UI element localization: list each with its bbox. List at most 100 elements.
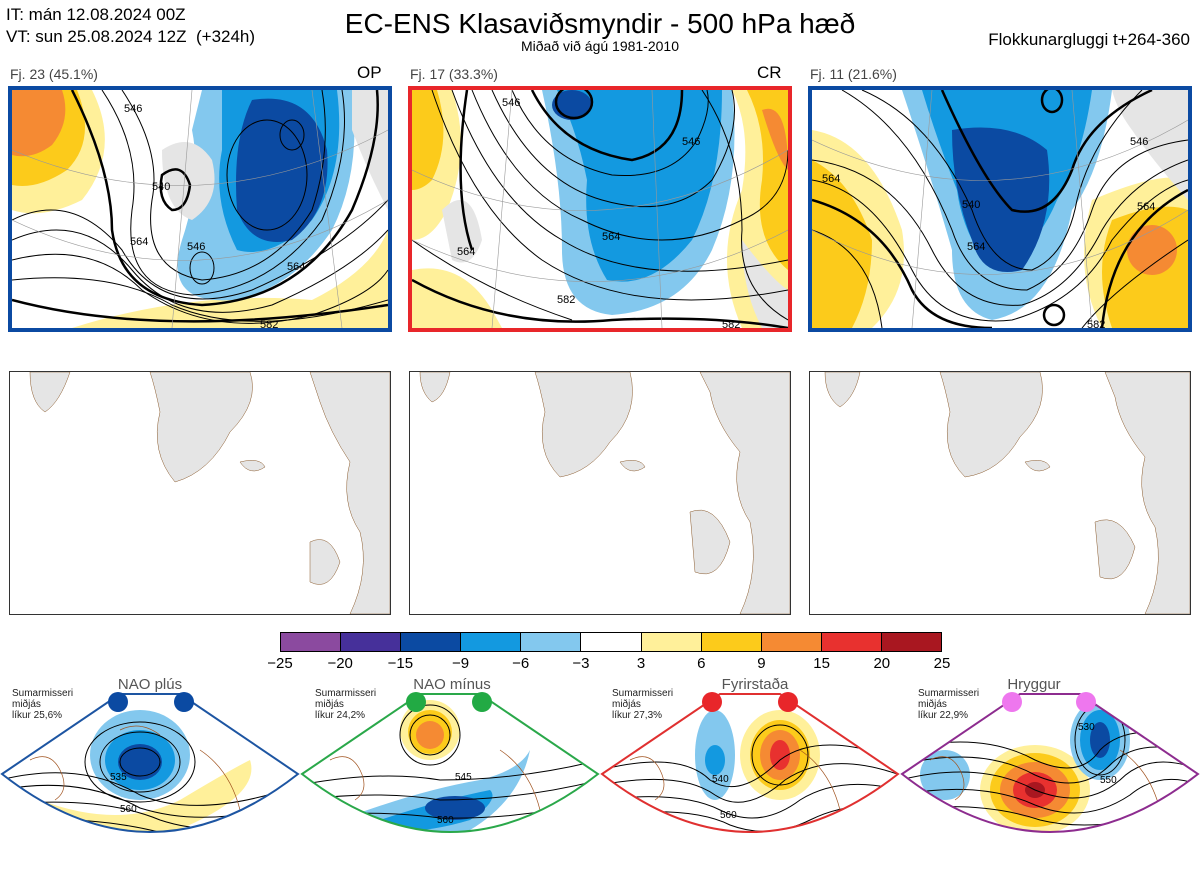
regime-3-dot bbox=[778, 692, 798, 712]
regime-4-title: Hryggur bbox=[1007, 676, 1061, 693]
regime-1-note: Sumarmisseri miðjás líkur 25,6% bbox=[12, 688, 73, 721]
regime-3-title: Fyrirstaða bbox=[721, 676, 789, 693]
note-line: líkur 24,2% bbox=[315, 710, 366, 721]
empty-map-3 bbox=[809, 371, 1191, 615]
contour-label: 564 bbox=[967, 241, 985, 253]
empty-map-1 bbox=[9, 371, 391, 615]
contour-label: 546 bbox=[1130, 136, 1148, 148]
colorbar-tick-label: −20 bbox=[327, 655, 353, 672]
contour-label: 564 bbox=[1137, 201, 1155, 213]
note-line: líkur 27,3% bbox=[612, 710, 663, 721]
contour-label: 582 bbox=[1087, 319, 1105, 328]
colorbar-tick-label: −9 bbox=[451, 655, 470, 672]
page-title: EC-ENS Klasaviðsmyndir - 500 hPa hæð bbox=[344, 8, 856, 39]
note-line: miðjás bbox=[612, 699, 641, 710]
note-line: Sumarmisseri bbox=[612, 688, 674, 699]
regime-1-dot bbox=[108, 692, 128, 712]
page-subtitle: Miðað við ágú 1981-2010 bbox=[520, 38, 679, 54]
regime-2-dot bbox=[406, 692, 426, 712]
regime-1-dot bbox=[174, 692, 194, 712]
contour-label: 540 bbox=[152, 181, 170, 193]
contour-label: 560 bbox=[720, 810, 737, 821]
regime-4-dot bbox=[1076, 692, 1096, 712]
colorbar-segment bbox=[401, 633, 462, 651]
colorbar-segment bbox=[521, 633, 582, 651]
cluster-1-tag: OP bbox=[357, 63, 382, 82]
contour-label: 575 bbox=[1092, 838, 1109, 849]
colorbar-segment bbox=[701, 633, 762, 651]
contour-label: 535 bbox=[110, 772, 127, 783]
contour-label: 564 bbox=[287, 261, 305, 273]
regime-3-dot bbox=[702, 692, 722, 712]
regime-1-outline bbox=[0, 693, 300, 833]
cluster-2-tag: CR bbox=[757, 63, 782, 82]
regime-3-note: Sumarmisseri miðjás líkur 27,3% bbox=[612, 688, 673, 721]
contour-label: 546 bbox=[124, 103, 142, 115]
contour-label: 582 bbox=[260, 319, 278, 328]
cluster-map-3: 546 564 540 564 564 582 bbox=[808, 86, 1192, 332]
regime-1-title: NAO plús bbox=[117, 676, 183, 693]
note-line: Sumarmisseri bbox=[315, 688, 377, 699]
regime-maps: 535 560 545 560 575 bbox=[0, 692, 1200, 860]
contour-label: 564 bbox=[822, 173, 840, 185]
cluster-map-2: 546 564 564 582 582 546 bbox=[408, 86, 792, 332]
contour-label: 530 bbox=[1078, 722, 1095, 733]
regime-2-title: NAO mínus bbox=[413, 676, 491, 693]
colorbar-tick-label: 9 bbox=[757, 655, 766, 672]
colorbar-segment bbox=[821, 633, 882, 651]
contour-label: 582 bbox=[722, 319, 740, 328]
colorbar-tick-label: −6 bbox=[512, 655, 530, 672]
contour-label: 546 bbox=[682, 136, 700, 148]
note-line: líkur 25,6% bbox=[12, 710, 63, 721]
colorbar-segment bbox=[641, 633, 702, 651]
regime-3-outline bbox=[600, 693, 900, 833]
colorbar-segment bbox=[881, 633, 942, 651]
contour-label: 540 bbox=[712, 774, 729, 785]
colorbar-tick-label: 15 bbox=[813, 655, 830, 672]
cluster-1-label: Fj. 23 (45.1%) bbox=[10, 66, 98, 82]
cluster-map-1: 546 540 546 564 564 582 bbox=[8, 86, 392, 332]
contour-label: 564 bbox=[602, 231, 620, 243]
colorbar-segment bbox=[461, 633, 522, 651]
contour-label: 564 bbox=[457, 246, 475, 258]
regime-2-dot bbox=[472, 692, 492, 712]
regime-4-note: Sumarmisseri miðjás líkur 22,9% bbox=[918, 688, 979, 721]
contour-label: 546 bbox=[187, 241, 205, 253]
contour-label: 560 bbox=[120, 804, 137, 815]
init-time: IT: mán 12.08.2024 00Z bbox=[6, 5, 186, 24]
note-line: miðjás bbox=[918, 699, 947, 710]
regime-2-outline bbox=[300, 693, 600, 833]
colorbar-tick-label: −25 bbox=[267, 655, 293, 672]
colorbar-segment bbox=[581, 633, 642, 651]
colorbar-tick-label: −15 bbox=[387, 655, 414, 672]
colorbar-tick-label: 25 bbox=[933, 655, 951, 672]
colorbar-segment bbox=[281, 633, 342, 651]
contour-label: 546 bbox=[502, 97, 520, 109]
cluster-window: Flokkunargluggi t+264-360 bbox=[988, 30, 1190, 49]
contour-label: 582 bbox=[557, 294, 575, 306]
contour-label: 575 bbox=[450, 849, 467, 860]
regime-2-note: Sumarmisseri miðjás líkur 24,2% bbox=[315, 688, 376, 721]
forecast-offset: (+324h) bbox=[195, 27, 256, 46]
valid-time: VT: sun 25.08.2024 12Z bbox=[6, 27, 187, 46]
contour-label: 540 bbox=[962, 199, 980, 211]
cluster-3-label: Fj. 11 (21.6%) bbox=[810, 66, 897, 82]
note-line: miðjás bbox=[12, 699, 41, 710]
note-line: Sumarmisseri bbox=[918, 688, 980, 699]
contour-label: 560 bbox=[437, 815, 454, 826]
note-line: miðjás bbox=[315, 699, 344, 710]
cluster-2-label: Fj. 17 (33.3%) bbox=[410, 66, 498, 82]
colorbar-tick-label: −3 bbox=[572, 655, 590, 672]
colorbar-tick-label: 6 bbox=[697, 655, 706, 672]
header-info: IT: mán 12.08.2024 00Z VT: sun 25.08.202… bbox=[6, 4, 255, 48]
contour-label: 575 bbox=[735, 832, 752, 843]
contour-label: 564 bbox=[130, 236, 148, 248]
empty-map-2 bbox=[409, 371, 791, 615]
regime-4-outline bbox=[900, 693, 1200, 833]
note-line: Sumarmisseri bbox=[12, 688, 74, 699]
colorbar-tick-label: 3 bbox=[636, 655, 646, 672]
contour-label: 545 bbox=[455, 772, 472, 783]
colorbar bbox=[280, 632, 942, 652]
contour-label: 550 bbox=[1100, 775, 1117, 786]
colorbar-tick-label: 20 bbox=[873, 655, 891, 672]
